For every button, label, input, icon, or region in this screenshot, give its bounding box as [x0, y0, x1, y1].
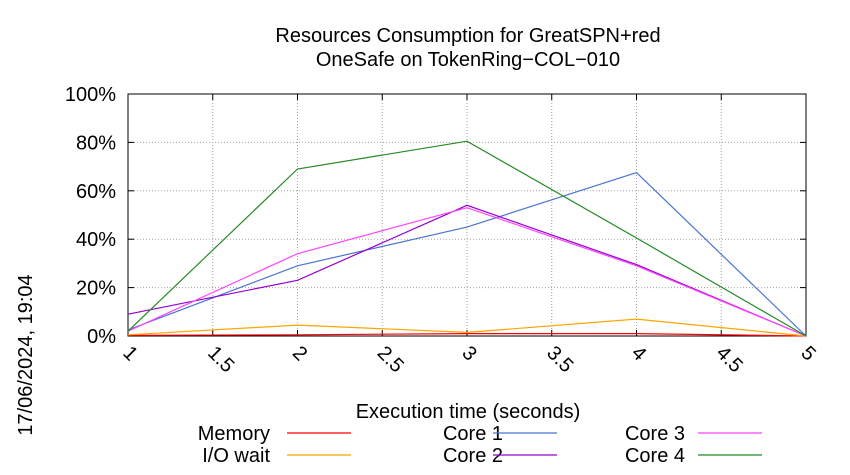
- grid: [128, 94, 806, 336]
- x-tick-label: 1: [118, 342, 141, 365]
- chart-title-line-1: Resources Consumption for GreatSPN+red: [275, 25, 660, 47]
- legend-label: Core 2: [443, 445, 503, 467]
- x-tick-label: 2.5: [373, 342, 408, 377]
- series-line-i-o-wait: [127, 318, 807, 337]
- y-tick-label: 60%: [76, 181, 116, 203]
- x-tick-label: 5: [796, 342, 819, 365]
- x-tick-label: 1.5: [203, 342, 238, 377]
- y-tick-label: 20%: [76, 278, 116, 300]
- y-tick-label: 0%: [87, 326, 116, 348]
- x-tick-label: 4: [627, 342, 650, 365]
- legend-label: Memory: [198, 423, 270, 445]
- series-line-memory: [127, 333, 807, 337]
- x-tick-label: 2: [288, 342, 311, 365]
- y-tick-label: 40%: [76, 229, 116, 251]
- x-axis-label: Execution time (seconds): [356, 401, 581, 423]
- legend-label: Core 4: [625, 445, 685, 467]
- timestamp: 17/06/2024, 19:04: [15, 274, 37, 435]
- y-tick-label: 80%: [76, 132, 116, 154]
- chart-title-line-2: OneSafe on TokenRing−COL−010: [316, 49, 620, 71]
- series-line-core-4: [127, 140, 807, 337]
- series-lines: [127, 140, 807, 337]
- legend-label: I/O wait: [202, 445, 270, 467]
- x-tick-label: 3: [457, 342, 480, 365]
- series-line-core-3: [127, 207, 807, 337]
- series-line-core-2: [127, 204, 807, 337]
- x-tick-label: 4.5: [712, 342, 747, 377]
- x-tick-label: 3.5: [542, 342, 577, 377]
- y-tick-label: 100%: [65, 84, 116, 106]
- series-line-core-1: [127, 171, 807, 337]
- legend-label: Core 3: [625, 423, 685, 445]
- legend-label: Core 1: [443, 423, 503, 445]
- plot-border: [127, 93, 807, 337]
